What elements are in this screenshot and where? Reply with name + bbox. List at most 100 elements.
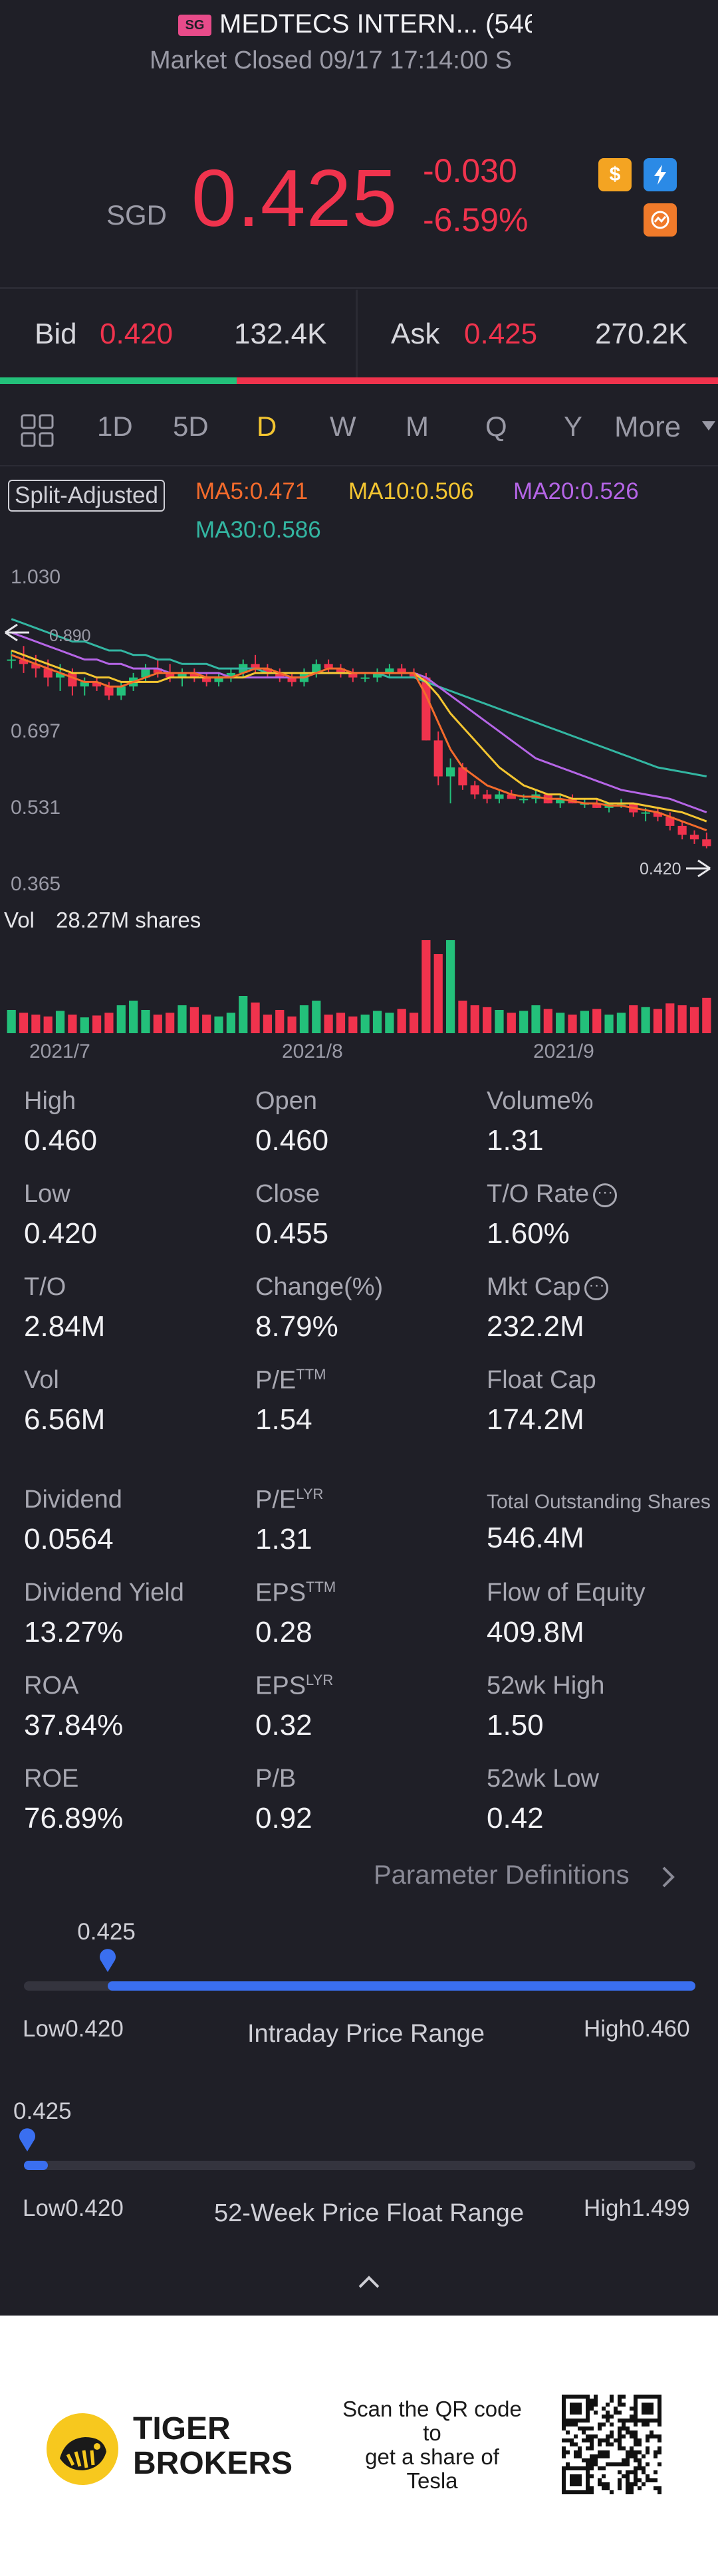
volume-bar	[239, 996, 248, 1033]
ask-pressure-fill	[237, 377, 718, 384]
stat-label-text: Float Cap	[487, 1366, 596, 1394]
candle	[92, 682, 102, 687]
qr-module	[594, 2411, 598, 2415]
qr-module	[598, 2438, 602, 2442]
qr-module	[650, 2478, 654, 2482]
intraday-range-title: Intraday Price Range	[247, 2020, 485, 2048]
qr-module	[582, 2427, 586, 2430]
qr-module	[570, 2466, 574, 2470]
bid-volume: 132.4K	[234, 318, 327, 350]
intraday-low: Low0.420	[23, 2016, 124, 2042]
qr-module	[646, 2478, 650, 2482]
qr-module	[622, 2462, 626, 2466]
qr-module	[618, 2399, 622, 2403]
candle	[397, 668, 406, 673]
stat-label-text: P/E	[255, 1366, 297, 1395]
candle	[507, 794, 516, 799]
tab-1d[interactable]: 1D	[97, 411, 133, 442]
trade-icon[interactable]	[644, 203, 677, 237]
qr-module	[634, 2423, 638, 2427]
qr-module	[574, 2419, 578, 2423]
qr-module	[630, 2446, 634, 2450]
qr-module	[646, 2411, 650, 2415]
stat-label[interactable]: Mkt Cap ···	[487, 1273, 609, 1302]
qr-module	[590, 2427, 594, 2430]
candle	[189, 672, 199, 678]
volume-bar	[116, 1005, 126, 1033]
tab-more[interactable]: More	[614, 411, 681, 443]
dollar-coin-icon[interactable]: $	[598, 158, 632, 191]
chevron-right-icon[interactable]	[658, 1862, 678, 1892]
volume-bar	[214, 1016, 223, 1033]
stat-label-text: P/B	[255, 1765, 297, 1793]
caret-down-icon[interactable]	[702, 421, 715, 431]
qr-module	[646, 2434, 650, 2438]
candlestick-chart[interactable]	[0, 558, 718, 1037]
divider	[0, 465, 718, 466]
stat-label: ROE	[24, 1765, 78, 1793]
candle	[287, 677, 297, 682]
x-date-label: 2021/7	[29, 1040, 90, 1062]
lightning-icon[interactable]	[644, 158, 677, 191]
qr-module	[622, 2403, 626, 2407]
info-icon[interactable]: ···	[593, 1183, 618, 1207]
volume-bar	[409, 1013, 419, 1033]
stat-label[interactable]: T/O Rate ···	[487, 1180, 618, 1209]
qr-module	[586, 2427, 590, 2430]
qr-module	[618, 2482, 622, 2486]
candle	[689, 835, 699, 840]
stat-value: 0.420	[24, 1217, 98, 1250]
ask-label: Ask	[391, 318, 440, 350]
tab-q[interactable]: Q	[485, 411, 507, 442]
ma5-line	[11, 654, 707, 832]
candle	[360, 677, 370, 679]
map-pin-icon	[19, 2128, 36, 2151]
parameter-definitions-link[interactable]: Parameter Definitions	[374, 1860, 630, 1890]
chevron-up-icon[interactable]	[356, 2272, 382, 2292]
qr-module	[610, 2462, 614, 2466]
qr-module	[578, 2446, 582, 2450]
qr-module	[642, 2395, 646, 2399]
qr-module	[638, 2395, 642, 2399]
qr-module	[606, 2486, 610, 2490]
qr-module	[614, 2462, 618, 2466]
qr-module	[570, 2482, 574, 2486]
tab-d[interactable]: D	[257, 411, 277, 442]
qr-module	[650, 2395, 654, 2399]
info-icon[interactable]: ···	[584, 1276, 609, 1300]
y-tick-label: 0.697	[11, 720, 61, 742]
qr-module	[570, 2395, 574, 2399]
tab-w[interactable]: W	[330, 411, 356, 442]
qr-code-icon[interactable]	[562, 2395, 661, 2494]
grid-layout-icon[interactable]	[20, 413, 55, 448]
qr-module	[630, 2434, 634, 2438]
tab-m[interactable]: M	[406, 411, 429, 442]
stock-name[interactable]: MEDTECS INTERN... (546	[219, 9, 532, 39]
qr-module	[598, 2423, 602, 2427]
candle	[653, 812, 663, 817]
stat-label: Total Outstanding Shares	[487, 1491, 711, 1514]
qr-module	[630, 2482, 634, 2486]
week52-low-value: 0.420	[65, 2195, 124, 2221]
qr-module	[630, 2454, 634, 2458]
qr-module	[566, 2438, 570, 2442]
qr-module	[634, 2458, 638, 2462]
candle	[43, 668, 53, 678]
qr-module	[594, 2462, 598, 2466]
tab-5d[interactable]: 5D	[173, 411, 209, 442]
stat-label-text: P/E	[255, 1486, 297, 1514]
tab-y[interactable]: Y	[564, 411, 583, 442]
qr-module	[578, 2411, 582, 2415]
qr-module	[650, 2434, 654, 2438]
split-adjusted-toggle[interactable]: Split-Adjusted	[8, 480, 165, 512]
qr-module	[606, 2403, 610, 2407]
qr-module	[634, 2470, 638, 2474]
qr-module	[562, 2466, 566, 2470]
candle	[19, 659, 29, 664]
stat-label-superscript: TTM	[296, 1366, 326, 1383]
qr-module	[634, 2434, 638, 2438]
stat-label: Low	[24, 1180, 70, 1209]
candle	[458, 767, 467, 786]
volume-bar	[312, 1001, 321, 1033]
qr-module	[642, 2470, 646, 2474]
